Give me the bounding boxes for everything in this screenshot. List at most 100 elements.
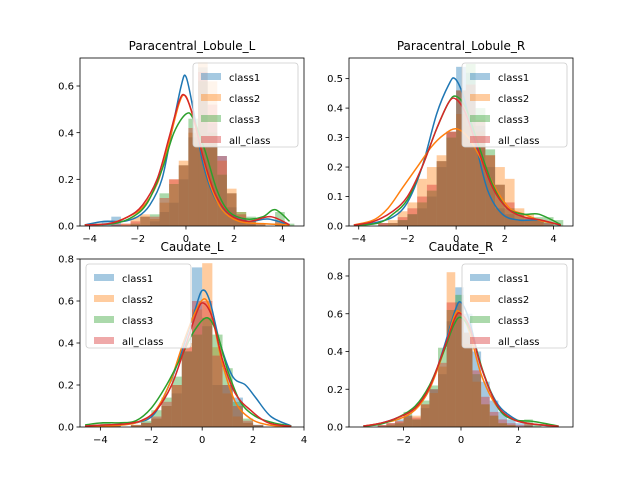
legend-label-all_class: all_class: [498, 136, 540, 147]
hist-bar: [188, 137, 199, 226]
hist-bar: [397, 220, 408, 226]
hist-bar: [456, 66, 466, 226]
histogram-class3: [100, 317, 264, 427]
hist-bar: [417, 202, 427, 226]
hist-bar: [455, 313, 464, 427]
hist-bar: [171, 385, 182, 427]
x-tick-label: 4: [279, 234, 285, 245]
hist-bar: [212, 385, 223, 427]
hist-bar: [532, 425, 542, 427]
hist-bar: [498, 419, 507, 427]
hist-bar: [543, 223, 554, 226]
hist-bar: [465, 84, 476, 226]
hist-bar: [236, 212, 247, 226]
hist-bar: [140, 216, 150, 226]
hist-bar: [481, 404, 490, 427]
legend-label-class3: class3: [498, 115, 529, 126]
hist-bar: [524, 217, 535, 226]
hist-bar: [242, 422, 254, 427]
kde-line-all_class: [353, 97, 562, 226]
hist-bar: [149, 216, 160, 226]
hist-bar: [515, 423, 525, 427]
hist-bar: [446, 131, 457, 226]
hist-bar: [130, 221, 141, 226]
legend-swatch-class3: [201, 115, 221, 122]
legend-swatch-class3: [470, 115, 490, 122]
hist-bar: [463, 313, 473, 427]
subplot-title: Caudate_R: [429, 240, 494, 254]
hist-bar: [485, 155, 496, 226]
hist-bar: [387, 220, 398, 226]
hist-bar: [475, 119, 486, 226]
hist-bar: [446, 131, 457, 226]
hist-bar: [436, 167, 447, 226]
hist-bar: [202, 263, 213, 427]
hist-bar: [394, 419, 404, 427]
hist-bar: [446, 131, 457, 226]
hist-bar: [159, 198, 170, 226]
subplot-4: −2 0 2 0.0 0.2 0.4 0.6 0.8 Caudate_R class1 class2…: [327, 240, 574, 446]
hist-bar: [456, 90, 466, 226]
hist-bar: [489, 415, 499, 427]
hist-bar: [472, 351, 482, 427]
hist-bar: [489, 411, 499, 427]
hist-bar: [498, 411, 507, 427]
hist-bar: [472, 381, 482, 427]
legend: class1 class2 class3 all_class: [461, 62, 568, 148]
legend-label-class2: class2: [122, 295, 153, 306]
legend: class1 class2 class3 all_class: [85, 263, 192, 349]
hist-bar: [436, 161, 447, 226]
y-tick-label: 0.4: [58, 339, 74, 350]
hist-bar: [403, 415, 413, 427]
hist-bar: [149, 214, 160, 226]
legend-swatch-class3: [94, 316, 114, 323]
hist-bar: [188, 128, 199, 226]
hist-bar: [386, 423, 395, 427]
hist-bar: [524, 423, 533, 427]
x-tick-label: −2: [144, 435, 159, 446]
hist-bar: [485, 149, 496, 226]
hist-bar: [169, 184, 179, 226]
legend-swatch-all_class: [94, 337, 114, 344]
legend-swatch-all_class: [470, 337, 490, 344]
legend-swatch-class1: [470, 274, 490, 281]
hist-bar: [412, 419, 421, 427]
subplot-title: Paracentral_Lobule_R: [397, 39, 525, 53]
legend-swatch-class3: [470, 316, 490, 323]
hist-bar: [534, 220, 544, 226]
y-tick-label: 0.0: [58, 423, 74, 434]
x-tick-label: 0: [199, 435, 205, 446]
legend-swatch-class2: [94, 295, 114, 302]
legend-box: [461, 62, 568, 148]
hist-bar: [397, 220, 408, 226]
hist-bar: [498, 423, 507, 427]
hist-bar: [455, 287, 464, 427]
hist-bar: [171, 385, 182, 427]
hist-bar: [159, 202, 170, 226]
hist-bar: [475, 125, 486, 226]
hist-bar: [463, 343, 473, 427]
hist-bar: [438, 362, 447, 427]
y-tick-label: 0.5: [327, 74, 343, 85]
x-tick-label: 0: [183, 234, 189, 245]
hist-bar: [198, 72, 208, 226]
hist-bar: [463, 332, 473, 427]
y-tick-label: 0.2: [327, 163, 343, 174]
hist-bar: [159, 193, 170, 226]
hist-bar: [202, 301, 213, 427]
hist-bar: [188, 118, 199, 226]
hist-bar: [455, 302, 464, 427]
hist-bar: [232, 397, 243, 427]
y-tick-label: 0.4: [327, 104, 343, 115]
hist-bar: [412, 415, 421, 427]
hist-bar: [141, 420, 152, 427]
hist-bar: [386, 423, 395, 427]
axes-frame: [79, 57, 305, 227]
legend-label-class3: class3: [229, 115, 260, 126]
hist-bar: [217, 156, 227, 226]
hist-bar: [141, 422, 152, 427]
hist-bar: [456, 90, 466, 226]
hist-bar: [202, 326, 213, 427]
hist-bar: [181, 351, 192, 427]
hist-bar: [207, 132, 218, 226]
